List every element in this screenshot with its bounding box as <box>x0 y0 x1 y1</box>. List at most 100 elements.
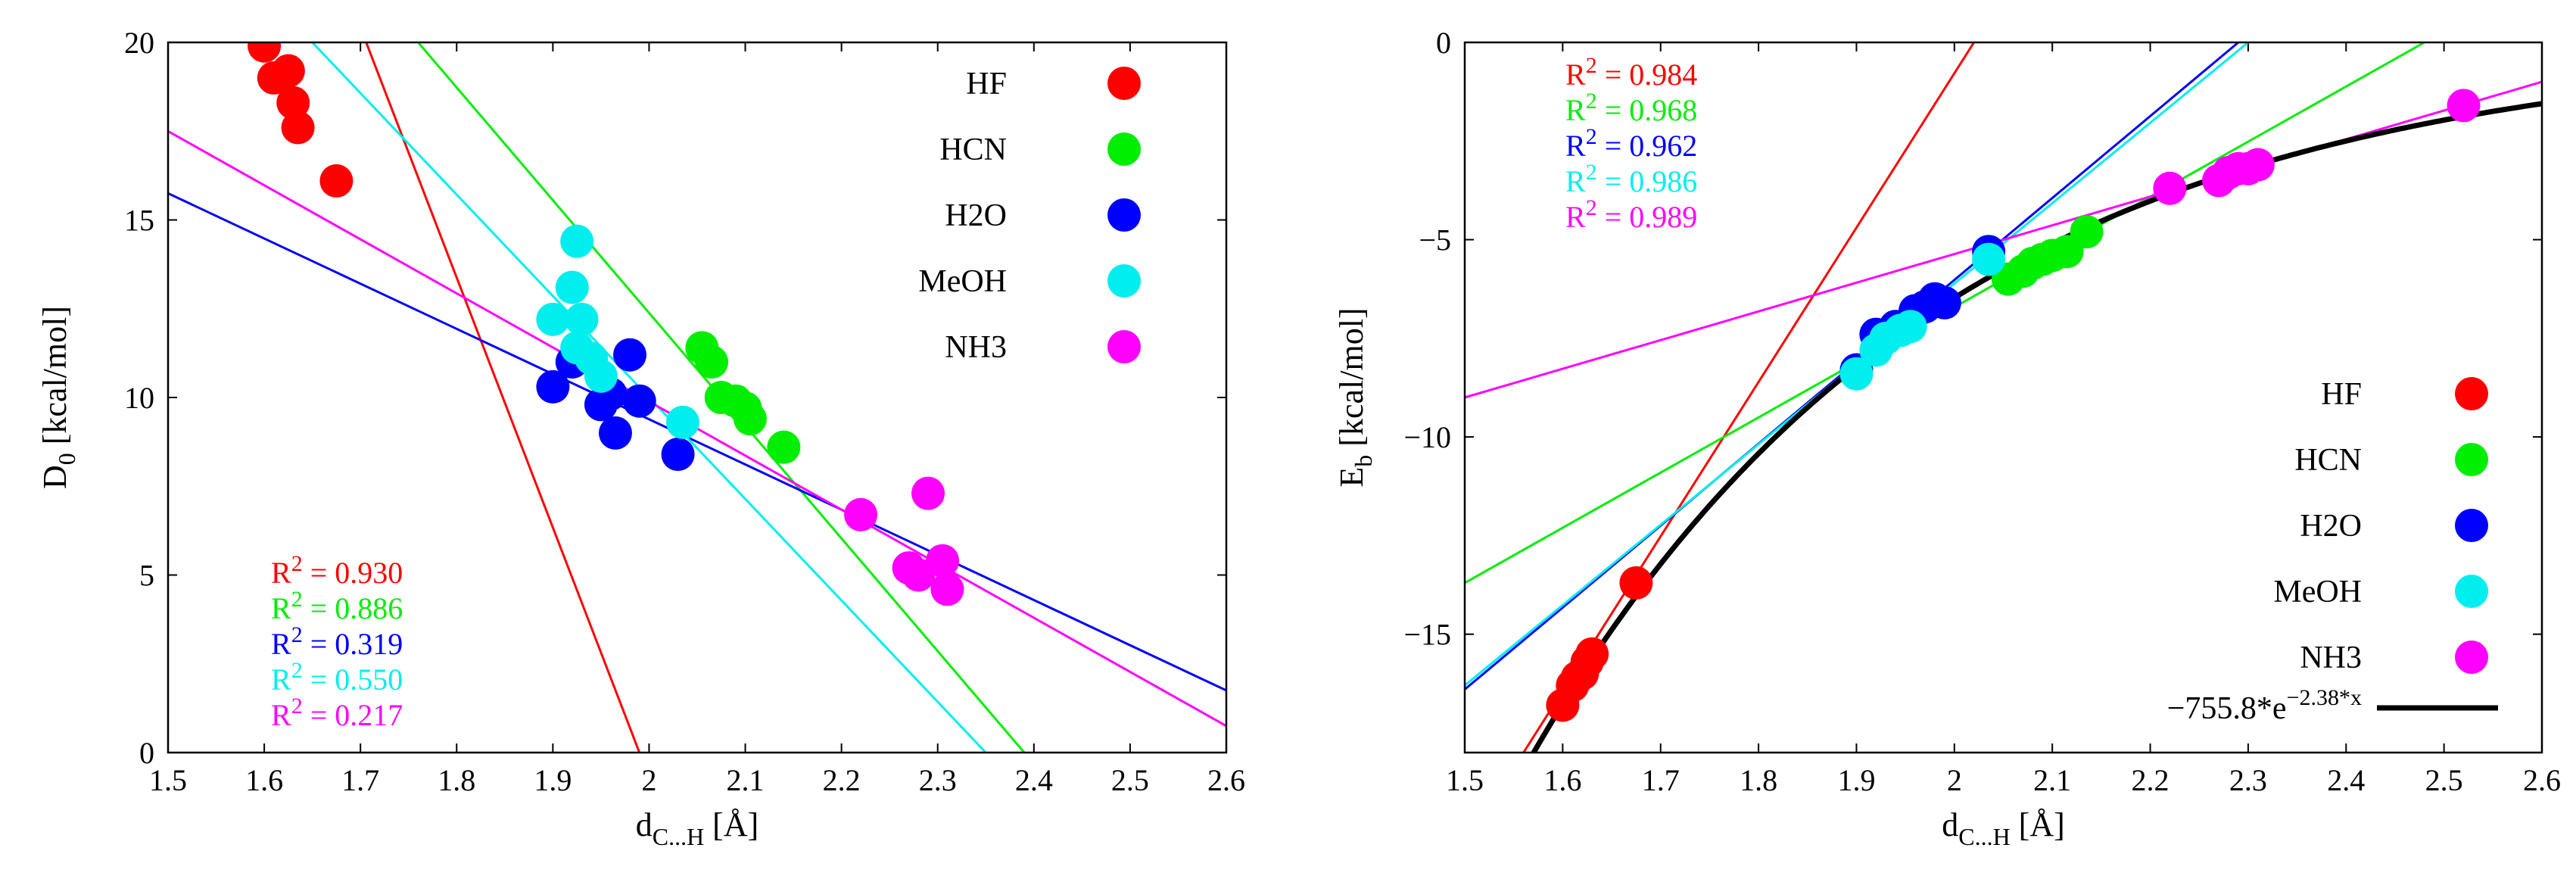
legend-label-nh3: NH3 <box>945 330 1007 365</box>
x-tick-label: 2.6 <box>2523 763 2561 797</box>
y-axis-label-main: D <box>36 465 73 489</box>
r2-superscript: 2 <box>1586 124 1597 149</box>
plot-area <box>168 42 1226 753</box>
x-tick-label: 2.4 <box>1015 763 1053 797</box>
legend-label-h2o: H2O <box>2300 509 2362 544</box>
r2-symbol: R <box>271 556 291 590</box>
r2-superscript: 2 <box>1586 53 1597 78</box>
data-point-meoh <box>565 302 599 336</box>
y-tick-label: −10 <box>1403 420 1451 454</box>
x-tick-label: 1.8 <box>438 763 475 797</box>
data-point-meoh <box>555 270 589 304</box>
data-point-hf <box>276 86 310 120</box>
legend-marker-meoh <box>2455 575 2488 608</box>
r2-symbol: R <box>1565 164 1586 198</box>
r2-value: = 0.217 <box>303 698 403 732</box>
y-tick-label: 0 <box>139 736 154 770</box>
x-tick-label: 2.5 <box>2425 763 2463 797</box>
y-axis-label-subscript: b <box>1350 455 1377 467</box>
r2-superscript: 2 <box>291 658 303 683</box>
r2-value: = 0.968 <box>1597 93 1698 127</box>
data-point-hcn <box>767 430 801 464</box>
y-axis-label: Eb [kcal/mol] <box>1333 307 1377 487</box>
y-tick-label: 5 <box>139 559 154 593</box>
x-axis-label-unit: [Å] <box>2011 806 2065 843</box>
right-panel: 1.5 1.6 1.7 1.8 1.9 2 2.1 2.2 2.3 2.4 2.5 2.6 0 −5 −10… <box>1333 26 2561 850</box>
r2-superscript: 2 <box>291 587 303 612</box>
r2-value: = 0.962 <box>1597 129 1698 163</box>
x-axis-label: dC...H [Å] <box>636 806 759 850</box>
data-point-meoh <box>1893 310 1927 344</box>
x-tick-label: 1.9 <box>534 763 572 797</box>
legend-marker-h2o <box>2455 509 2488 542</box>
data-point-hf <box>248 42 282 63</box>
x-tick-label: 2.6 <box>1207 763 1245 797</box>
r2-annotation-nh3: R2 = 0.217 <box>271 694 403 732</box>
r2-superscript: 2 <box>1586 160 1597 185</box>
x-tick-label: 1.5 <box>149 763 187 797</box>
x-tick-label: 1.6 <box>245 763 283 797</box>
x-axis-label-main: d <box>636 806 653 843</box>
x-tick-label: 2.2 <box>823 763 861 797</box>
data-point-meoh <box>560 224 594 258</box>
r2-symbol: R <box>1565 129 1586 163</box>
x-tick-label: 1.7 <box>341 763 379 797</box>
data-point-hf <box>1575 637 1609 671</box>
y-tick-label: −15 <box>1403 618 1451 652</box>
y-tick-label: −5 <box>1419 223 1451 257</box>
data-point-nh3 <box>911 476 945 510</box>
data-point-meoh <box>665 405 699 439</box>
legend-marker-hcn <box>2455 443 2488 476</box>
plot-area <box>1465 42 2542 753</box>
r2-value: = 0.930 <box>303 556 403 590</box>
data-point-meoh <box>1972 242 2006 276</box>
data-point-h2o <box>598 416 632 450</box>
r2-annotation-hcn: R2 = 0.886 <box>271 587 403 625</box>
data-point-hf <box>271 54 305 88</box>
data-point-h2o <box>1927 285 1961 319</box>
x-tick-label: 2.3 <box>919 763 957 797</box>
r2-annotation-h2o: R2 = 0.962 <box>1565 124 1697 163</box>
x-axis-label: dC...H [Å] <box>1942 806 2065 850</box>
legend-marker-nh3 <box>1107 330 1141 363</box>
r2-annotation-nh3: R2 = 0.989 <box>1565 195 1697 234</box>
legend-marker-hf <box>2455 377 2488 410</box>
r2-superscript: 2 <box>1586 195 1597 220</box>
r2-superscript: 2 <box>291 622 303 647</box>
data-point-h2o <box>661 438 695 472</box>
data-point-nh3 <box>2153 171 2187 205</box>
x-tick-label: 2.3 <box>2229 763 2267 797</box>
r2-symbol: R <box>271 627 291 661</box>
r2-symbol: R <box>271 698 291 732</box>
legend-marker-hcn <box>1107 132 1141 166</box>
r2-symbol: R <box>271 591 291 625</box>
y-tick-label: 0 <box>1436 26 1451 60</box>
legend-label-hf: HF <box>2321 377 2362 412</box>
data-point-h2o <box>536 369 570 404</box>
y-axis-label-unit: [kcal/mol] <box>1333 307 1370 454</box>
r2-annotation-meoh: R2 = 0.550 <box>271 658 403 697</box>
r2-value: = 0.989 <box>1597 200 1698 234</box>
x-axis-label-unit: [Å] <box>704 806 758 843</box>
x-tick-label: 2.5 <box>1111 763 1149 797</box>
x-tick-label: 1.7 <box>1642 763 1680 797</box>
fit-line-h2o <box>168 192 1226 692</box>
x-tick-label: 2.4 <box>2327 763 2365 797</box>
data-point-nh3 <box>2447 89 2481 123</box>
data-point-nh3 <box>930 572 964 606</box>
r2-value: = 0.319 <box>303 627 403 661</box>
data-point-meoh <box>1839 357 1874 391</box>
legend-marker-h2o <box>1107 198 1141 232</box>
data-point-nh3 <box>926 544 960 578</box>
x-axis-label-subscript: C...H <box>653 823 704 850</box>
y-axis-label-unit: [kcal/mol] <box>36 306 73 453</box>
x-tick-label: 2 <box>1947 763 1962 797</box>
y-axis-label: D0 [kcal/mol] <box>36 306 80 489</box>
y-tick-label: 15 <box>124 204 154 238</box>
data-point-hcn <box>2070 215 2104 249</box>
x-tick-label: 2.2 <box>2132 763 2170 797</box>
data-point-hf <box>281 111 315 145</box>
r2-annotation-hcn: R2 = 0.968 <box>1565 89 1697 127</box>
x-tick-label: 1.8 <box>1740 763 1777 797</box>
